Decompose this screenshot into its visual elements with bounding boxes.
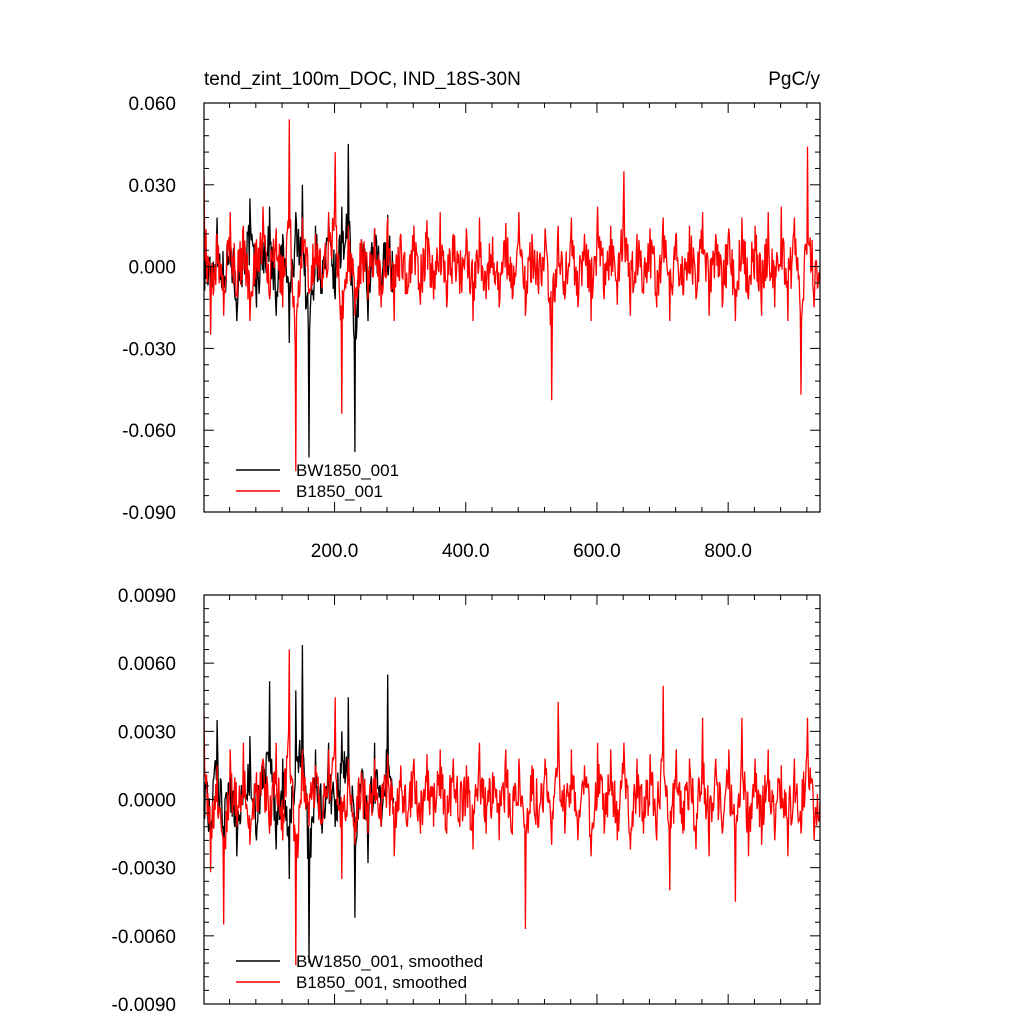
legend-label: BW1850_001, smoothed: [296, 952, 483, 971]
y-tick-label: -0.0090: [112, 995, 176, 1016]
x-tick-label: 200.0: [311, 541, 359, 562]
y-tick-label: 0.0000: [118, 791, 176, 812]
y-tick-label: 0.060: [128, 94, 176, 115]
y-tick-label: -0.060: [122, 421, 176, 442]
x-tick-label: 800.0: [704, 541, 752, 562]
x-tick-label: 400.0: [442, 541, 490, 562]
y-tick-label: 0.000: [128, 258, 176, 279]
y-tick-label: -0.030: [122, 339, 176, 360]
y-tick-label: 0.030: [128, 176, 176, 197]
top-panel: 0.060 0.030 0.000 -0.030 -0.060 -0.090 200.0 40…: [122, 94, 821, 562]
y-tick-label: 0.0030: [118, 722, 176, 743]
series-line-bw1850: [204, 143, 395, 458]
x-tick-label: 600.0: [573, 541, 621, 562]
plot-frame: [203, 102, 821, 513]
y-tick-label: -0.0030: [112, 859, 176, 880]
legend-label: B1850_001: [296, 482, 383, 501]
y-tick-label: 0.0060: [118, 654, 176, 675]
legend-label: B1850_001, smoothed: [296, 973, 467, 992]
units-label: PgC/y: [768, 69, 820, 90]
y-tick-label: -0.0060: [112, 927, 176, 948]
y-tick-label: 0.0090: [118, 586, 176, 607]
chart-title: tend_zint_100m_DOC, IND_18S-30N: [204, 69, 521, 90]
y-tick-label: -0.090: [122, 503, 176, 524]
series-line-b1850: [204, 119, 820, 472]
legend-label: BW1850_001: [296, 461, 399, 480]
series-line-b1850: [204, 649, 820, 966]
bottom-panel: 0.0090 0.0060 0.0030 0.0000 -0.0030 -0.0060 -0…: [112, 586, 821, 1016]
